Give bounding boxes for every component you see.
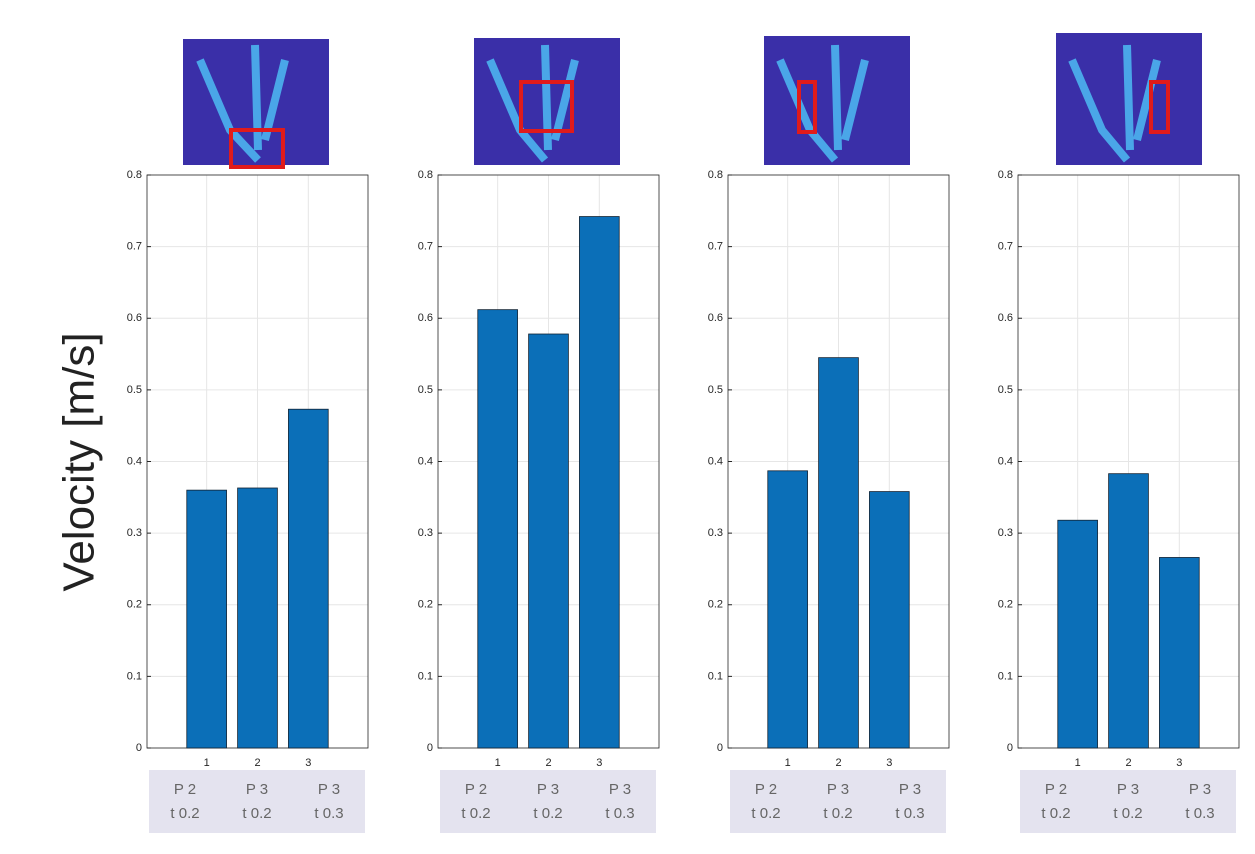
annotation: t 0.3 <box>314 805 343 822</box>
bar <box>1058 520 1098 748</box>
annotation: t 0.3 <box>1185 805 1214 822</box>
annotation: P 2 <box>465 781 487 798</box>
x-tick-label: 3 <box>596 757 602 769</box>
y-tick-label: 0.6 <box>418 312 433 324</box>
annotation: t 0.2 <box>751 805 780 822</box>
bar <box>869 492 909 748</box>
y-tick-label: 0.8 <box>708 169 723 181</box>
annotation: t 0.3 <box>895 805 924 822</box>
y-tick-label: 0.2 <box>127 599 142 611</box>
x-tick-label: 3 <box>1176 757 1182 769</box>
annotation-box <box>440 770 656 833</box>
y-tick-label: 0.5 <box>127 384 142 396</box>
y-tick-label: 0.7 <box>998 241 1013 253</box>
annotation: P 2 <box>1045 781 1067 798</box>
annotation: t 0.3 <box>605 805 634 822</box>
y-tick-label: 0.1 <box>998 670 1013 682</box>
y-tick-label: 0 <box>427 742 433 754</box>
x-tick-label: 2 <box>254 757 260 769</box>
y-tick-label: 0.7 <box>708 241 723 253</box>
y-tick-label: 0.6 <box>998 312 1013 324</box>
y-tick-label: 0 <box>1007 742 1013 754</box>
x-tick-label: 2 <box>545 757 551 769</box>
bar <box>1159 557 1199 748</box>
annotation: t 0.2 <box>1113 805 1142 822</box>
y-tick-label: 0.7 <box>127 241 142 253</box>
annotation: P 3 <box>899 781 921 798</box>
x-tick-label: 1 <box>204 757 210 769</box>
y-tick-label: 0.6 <box>708 312 723 324</box>
y-tick-label: 0.3 <box>998 527 1013 539</box>
bar <box>1109 474 1149 748</box>
annotation: t 0.2 <box>533 805 562 822</box>
bar <box>529 334 569 748</box>
annotation-box <box>149 770 365 833</box>
y-tick-label: 0.5 <box>998 384 1013 396</box>
annotation-box <box>1020 770 1236 833</box>
annotation: t 0.2 <box>1041 805 1070 822</box>
x-tick-label: 3 <box>305 757 311 769</box>
annotation: P 3 <box>537 781 559 798</box>
y-tick-label: 0.2 <box>998 599 1013 611</box>
y-tick-label: 0 <box>717 742 723 754</box>
annotation: P 3 <box>318 781 340 798</box>
x-tick-label: 1 <box>1075 757 1081 769</box>
y-tick-label: 0.8 <box>998 169 1013 181</box>
y-tick-label: 0 <box>136 742 142 754</box>
annotation: t 0.2 <box>461 805 490 822</box>
bar <box>768 471 808 748</box>
y-tick-label: 0.5 <box>418 384 433 396</box>
annotation: P 2 <box>755 781 777 798</box>
bar <box>478 310 518 748</box>
annotation: t 0.2 <box>170 805 199 822</box>
annotation: t 0.2 <box>823 805 852 822</box>
y-tick-label: 0.8 <box>418 169 433 181</box>
y-tick-label: 0.4 <box>998 455 1013 467</box>
annotation: P 3 <box>246 781 268 798</box>
annotation-box <box>730 770 946 833</box>
annotation: P 3 <box>1117 781 1139 798</box>
y-tick-label: 0.8 <box>127 169 142 181</box>
figure: Velocity [m/s] 0 0.1 0.2 0.3 0.4 0.5 0.6 0.7 0.8… <box>0 0 1255 854</box>
bar <box>187 490 227 748</box>
y-tick-label: 0.3 <box>127 527 142 539</box>
y-tick-label: 0.6 <box>127 312 142 324</box>
annotation: P 3 <box>609 781 631 798</box>
y-tick-label: 0.1 <box>127 670 142 682</box>
y-tick-label: 0.2 <box>708 599 723 611</box>
y-tick-label: 0.1 <box>418 670 433 682</box>
annotation: P 3 <box>827 781 849 798</box>
y-tick-label: 0.4 <box>708 455 723 467</box>
bar <box>288 409 328 748</box>
x-tick-label: 2 <box>1125 757 1131 769</box>
x-tick-label: 3 <box>886 757 892 769</box>
y-tick-label: 0.3 <box>708 527 723 539</box>
x-tick-label: 2 <box>835 757 841 769</box>
bar <box>819 358 859 748</box>
bar <box>579 217 619 748</box>
y-tick-label: 0.7 <box>418 241 433 253</box>
bar <box>238 488 278 748</box>
annotation: P 3 <box>1189 781 1211 798</box>
thumbnails <box>183 33 1202 167</box>
y-tick-label: 0.1 <box>708 670 723 682</box>
y-tick-label: 0.5 <box>708 384 723 396</box>
annotation: P 2 <box>174 781 196 798</box>
y-tick-label: 0.4 <box>418 455 433 467</box>
y-tick-label: 0.4 <box>127 455 142 467</box>
x-tick-label: 1 <box>495 757 501 769</box>
x-tick-label: 1 <box>785 757 791 769</box>
annotation: t 0.2 <box>242 805 271 822</box>
y-axis-label: Velocity [m/s] <box>55 332 104 591</box>
y-tick-label: 0.3 <box>418 527 433 539</box>
y-tick-label: 0.2 <box>418 599 433 611</box>
